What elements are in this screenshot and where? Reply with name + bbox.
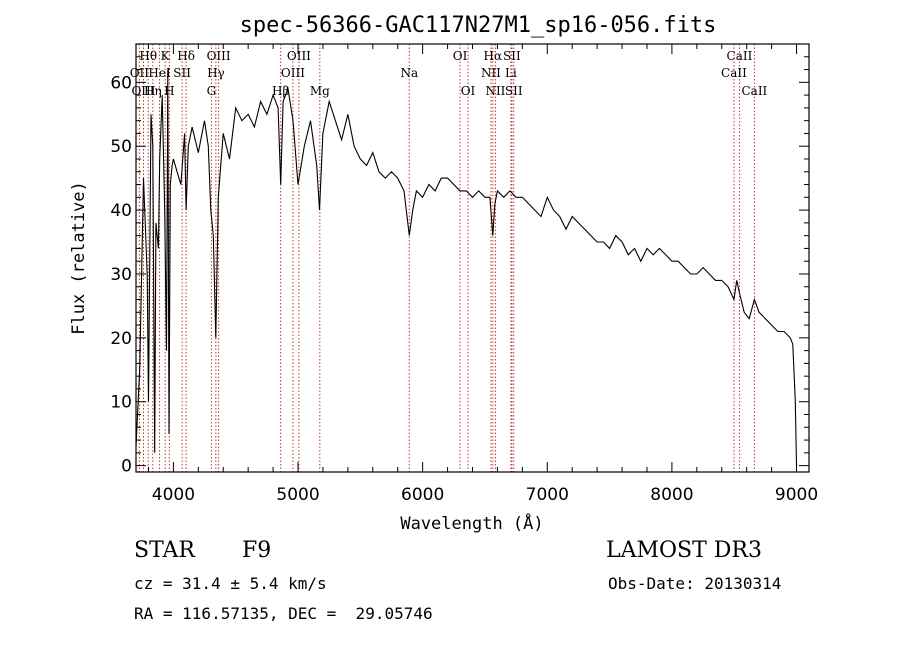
chart-title: spec-56366-GAC117N27M1_sp16-056.fits: [240, 13, 717, 38]
y-tick-label: 10: [110, 393, 132, 413]
spectral-line-label: NII: [481, 66, 501, 80]
spectral-line-label: OI: [461, 84, 476, 98]
plot-frame: [135, 43, 810, 473]
x-tick-label: 7000: [526, 485, 569, 505]
spectral-line-label: H: [164, 84, 174, 98]
spectral-line-label: G: [207, 84, 217, 98]
y-axis-label: Flux (relative): [69, 181, 89, 335]
spectral-line-label: Na: [400, 66, 418, 80]
y-tick-label: 40: [110, 201, 132, 221]
spectral-line-label: SII: [505, 84, 523, 98]
spectral-line-label: Hα: [484, 49, 503, 63]
y-tick-label: 60: [110, 73, 132, 93]
y-tick-label: 30: [110, 265, 132, 285]
redshift-cz: cz = 31.4 ± 5.4 km/s: [134, 574, 327, 593]
x-tick-label: 6000: [401, 485, 444, 505]
y-axis: 0 10 20 30 40 50 60: [110, 56, 809, 477]
spectral-line-label: Li: [505, 66, 517, 80]
survey-label: LAMOST DR3: [606, 538, 762, 563]
spectral-line-label: Hδ: [177, 49, 195, 63]
observation-date: Obs-Date: 20130314: [608, 574, 782, 593]
x-tick-label: 9000: [775, 485, 818, 505]
spectral-line-label: OIII: [287, 49, 311, 63]
spectral-line-label: Hγ: [207, 66, 225, 80]
spectrum-chart: spec-56366-GAC117N27M1_sp16-056.fits Hθ O…: [69, 13, 818, 534]
object-subclass: F9: [242, 538, 272, 563]
spectral-line-label: Hθ: [139, 49, 157, 63]
spectral-line-label: SII: [503, 49, 521, 63]
x-tick-label: 8000: [650, 485, 693, 505]
spectral-line-labels: Hθ OII OIII K HeI Hη SII H Hδ OIII Hγ G OIII OIII Hβ Mg…: [130, 49, 768, 98]
spectral-line-label: OIII: [207, 49, 231, 63]
spectral-line-label: CaII: [741, 84, 767, 98]
spectral-line-label: OIII: [281, 66, 305, 80]
spectral-line-markers: [138, 44, 755, 472]
x-axis: 4000 5000 6000 7000 8000 9000: [147, 44, 818, 505]
y-tick-label: 20: [110, 329, 132, 349]
spectral-line-label: OIII: [131, 84, 155, 98]
y-tick-label: 50: [110, 137, 132, 157]
spectral-line-label: OII: [130, 66, 150, 80]
object-class: STAR: [134, 538, 195, 563]
spectral-line-label: OI: [453, 49, 468, 63]
x-tick-label: 5000: [276, 485, 319, 505]
spectral-line-label: K: [161, 49, 171, 63]
spectral-line-label: Mg: [310, 84, 330, 98]
spectral-line-label: HeI: [148, 66, 171, 80]
y-tick-label: 0: [121, 457, 132, 477]
spectral-line-label: NII: [485, 84, 505, 98]
x-tick-label: 4000: [152, 485, 195, 505]
spectral-line-label: Hβ: [272, 84, 289, 98]
spectral-line-label: SII: [173, 66, 191, 80]
x-axis-label: Wavelength (Å): [400, 512, 543, 534]
spectrum-line: [135, 69, 798, 466]
spectral-line-label: CaII: [727, 49, 753, 63]
spectral-line-label: Hη: [144, 84, 162, 98]
spectral-line-label: CaII: [721, 66, 747, 80]
coordinates: RA = 116.57135, DEC = 29.05746: [134, 604, 433, 623]
